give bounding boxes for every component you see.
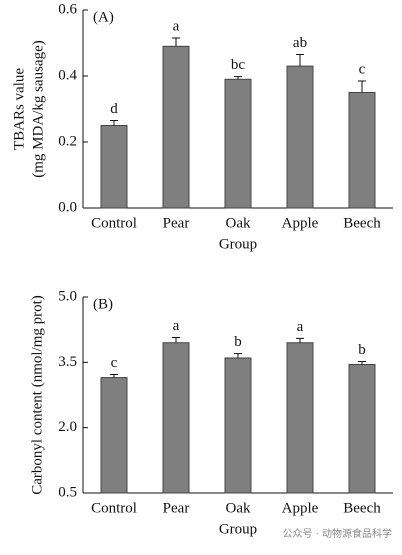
y-axis-label: (mg MDA/kg sausage) bbox=[30, 40, 46, 177]
y-tick-label: 0.6 bbox=[58, 1, 77, 17]
bar bbox=[348, 364, 376, 494]
bar bbox=[224, 78, 252, 209]
significance-letter: c bbox=[359, 61, 366, 77]
error-bar bbox=[358, 360, 366, 365]
y-tick-label: 0.4 bbox=[58, 67, 77, 83]
bar bbox=[348, 92, 376, 209]
significance-letter: b bbox=[234, 334, 242, 350]
y-axis-label: Carbonyl content (nmol/mg prot) bbox=[29, 295, 45, 495]
panel-label: (A) bbox=[93, 9, 114, 25]
y-tick-label: 2.0 bbox=[58, 419, 77, 435]
error-bar bbox=[172, 37, 180, 47]
y-axis-label: TBARs value bbox=[11, 68, 27, 150]
bar bbox=[224, 357, 252, 494]
bar bbox=[286, 342, 314, 494]
y-tick-label: 5.0 bbox=[58, 288, 77, 304]
y-tick-label: 0.2 bbox=[58, 133, 77, 149]
bar bbox=[100, 377, 128, 494]
error-bar bbox=[358, 80, 366, 93]
x-axis-label: Group bbox=[219, 236, 257, 252]
x-tick-label: Beech bbox=[343, 215, 381, 231]
x-tick-label: Control bbox=[91, 500, 137, 516]
bar bbox=[162, 45, 190, 209]
error-bar bbox=[110, 374, 118, 378]
bar bbox=[100, 125, 128, 209]
x-tick-label: Oak bbox=[226, 215, 251, 231]
error-bar bbox=[296, 54, 304, 67]
x-tick-label: Oak bbox=[226, 500, 251, 516]
x-tick-label: Pear bbox=[163, 215, 190, 231]
y-tick-label: 0.0 bbox=[58, 199, 77, 215]
bar bbox=[286, 65, 314, 209]
x-tick-label: Apple bbox=[282, 215, 319, 231]
y-tick-label: 0.5 bbox=[58, 484, 77, 500]
x-tick-label: Control bbox=[91, 215, 137, 231]
error-bar bbox=[234, 353, 242, 358]
panel-label: (B) bbox=[93, 296, 113, 312]
bar bbox=[162, 342, 190, 494]
error-bar bbox=[296, 337, 304, 343]
significance-letter: a bbox=[173, 318, 180, 334]
y-tick-label: 3.5 bbox=[58, 354, 77, 370]
watermark: 公众号 · 动物源食品科学 bbox=[282, 527, 392, 540]
significance-letter: c bbox=[111, 355, 118, 371]
x-tick-label: Beech bbox=[343, 500, 381, 516]
significance-letter: d bbox=[110, 101, 118, 117]
error-bar bbox=[172, 337, 180, 343]
x-tick-label: Apple bbox=[282, 500, 319, 516]
error-bar bbox=[234, 76, 242, 80]
significance-letter: bc bbox=[231, 57, 246, 73]
error-bar bbox=[110, 120, 118, 126]
x-tick-label: Pear bbox=[163, 500, 190, 516]
significance-letter: ab bbox=[293, 35, 307, 51]
significance-letter: b bbox=[358, 342, 366, 358]
x-axis-label: Group bbox=[219, 521, 257, 537]
significance-letter: a bbox=[173, 18, 180, 34]
significance-letter: a bbox=[297, 319, 304, 335]
